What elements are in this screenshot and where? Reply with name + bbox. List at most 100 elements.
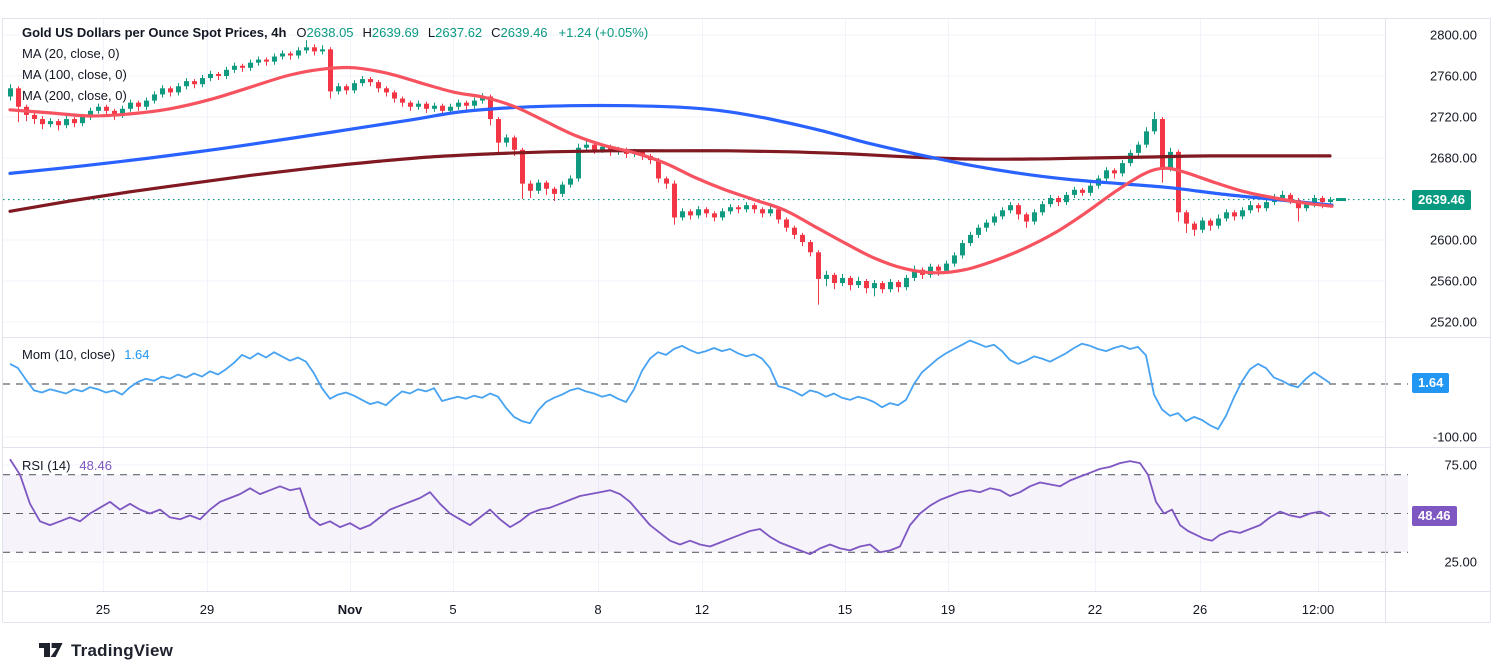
candle-up — [1216, 218, 1221, 226]
price-axis-label: 2720.00 — [1430, 110, 1477, 125]
candle-down — [520, 149, 525, 184]
candle-up — [1032, 212, 1037, 222]
candle-up — [992, 216, 997, 223]
candle-up — [1152, 119, 1157, 132]
rsi-line[interactable] — [9, 458, 1331, 556]
tradingview-logo[interactable]: TradingView — [38, 640, 173, 662]
candle-down — [784, 219, 789, 228]
candle-down — [704, 209, 709, 214]
candle-up — [1064, 194, 1069, 203]
rsi-axis-label: 25.00 — [1444, 555, 1477, 570]
candle-up — [984, 222, 989, 228]
ma-line-1[interactable] — [8, 103, 1334, 207]
candle-down — [512, 137, 517, 150]
time-axis-label: 22 — [1088, 602, 1102, 617]
candle-down — [464, 102, 469, 106]
candle-up — [912, 269, 917, 278]
candle-down — [168, 88, 173, 93]
candle-up — [840, 277, 845, 284]
candle-up — [976, 227, 981, 235]
legend-ma100[interactable]: MA (100, close, 0) — [22, 67, 127, 82]
candle-up — [1248, 205, 1253, 211]
candle-down — [72, 119, 77, 124]
candle-down — [376, 82, 381, 89]
ma-line-0[interactable] — [8, 65, 1334, 275]
candle-up — [80, 117, 85, 124]
candle-up — [1328, 199, 1333, 203]
legend-ma20[interactable]: MA (20, close, 0) — [22, 46, 120, 61]
candle-down — [1320, 197, 1325, 203]
candle-up — [576, 147, 581, 179]
candle-down — [1232, 212, 1237, 217]
candle-down — [808, 242, 813, 253]
candle-down — [312, 47, 317, 52]
candle-down — [328, 49, 333, 92]
candle-down — [1208, 220, 1213, 226]
candle-up — [320, 49, 325, 52]
candle-up — [744, 205, 749, 210]
candle-down — [760, 209, 765, 214]
candle-down — [592, 144, 597, 150]
candle-up — [352, 83, 357, 91]
time-axis-label: 19 — [941, 602, 955, 617]
candle-up — [64, 119, 69, 126]
candle-down — [544, 182, 549, 189]
candle-down — [672, 183, 677, 218]
time-axis-label: 15 — [838, 602, 852, 617]
mom-legend-label: Mom (10, close) — [22, 347, 116, 362]
candle-down — [288, 53, 293, 56]
candle-up — [720, 211, 725, 218]
mom-value-badge: 1.64 — [1412, 373, 1450, 393]
candle-down — [192, 81, 197, 85]
candle-up — [1072, 189, 1077, 195]
ma-line-2[interactable] — [8, 149, 1332, 213]
candle-up — [224, 69, 229, 76]
candle-up — [584, 144, 589, 148]
legend-ma200[interactable]: MA (200, close, 0) — [22, 88, 127, 103]
mom-line[interactable] — [9, 339, 1331, 430]
candle-up — [8, 88, 13, 97]
candle-up — [904, 277, 909, 288]
candle-up — [1088, 185, 1093, 193]
mom-legend[interactable]: Mom (10, close) 1.64 — [22, 347, 150, 362]
candle-up — [208, 73, 213, 79]
candle-down — [408, 102, 413, 107]
candle-up — [432, 105, 437, 109]
ohlc-open: O2638.05 — [296, 25, 354, 40]
candle-down — [816, 252, 821, 279]
candle-up — [944, 263, 949, 271]
candle-up — [360, 79, 365, 84]
candle-down — [400, 98, 405, 103]
candle-down — [832, 274, 837, 284]
candle-down — [936, 266, 941, 271]
candle-down — [1112, 170, 1117, 174]
ohlc-low: L2637.62 — [427, 25, 483, 40]
candle-down — [1176, 151, 1181, 213]
candle-up — [416, 103, 421, 107]
candle-up — [928, 266, 933, 275]
candle-down — [496, 119, 501, 143]
candle-up — [128, 102, 133, 109]
candle-down — [1016, 205, 1021, 215]
mom-axis-label: -100.00 — [1433, 430, 1477, 445]
candle-up — [296, 50, 301, 56]
candle-up — [176, 86, 181, 93]
candle-down — [32, 114, 37, 120]
candle-up — [1264, 202, 1269, 209]
candle-down — [688, 211, 693, 216]
candle-up — [768, 209, 773, 214]
rsi-legend[interactable]: RSI (14) 48.46 — [22, 458, 112, 473]
candle-down — [136, 102, 141, 107]
candle-down — [104, 106, 109, 111]
symbol-title[interactable]: Gold US Dollars per Ounce Spot Prices, 4… — [22, 25, 287, 40]
candle-down — [440, 105, 445, 111]
ohlc-close: C2639.46 — [491, 25, 548, 40]
candle-up — [1120, 163, 1125, 174]
candle-up — [1008, 205, 1013, 211]
candle-up — [952, 255, 957, 264]
candle-up — [120, 108, 125, 115]
price-axis-label: 2800.00 — [1430, 28, 1477, 43]
candle-up — [1000, 210, 1005, 217]
candle-up — [568, 178, 573, 185]
